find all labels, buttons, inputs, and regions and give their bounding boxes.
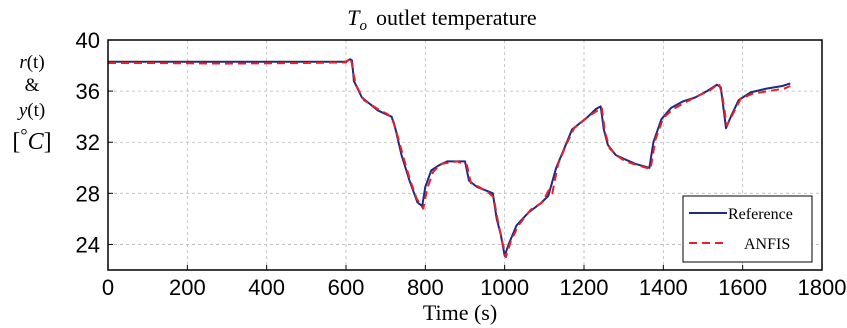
- x-tick-label: 200: [169, 275, 206, 300]
- x-tick-label: 400: [248, 275, 285, 300]
- axis-ticks: 0 200 400 600 800 1000 1200 1400 1600 1800 24 28 32 3…: [76, 28, 847, 300]
- ylabel-bracket-open: [: [12, 129, 20, 155]
- x-tick-label: 1400: [639, 275, 688, 300]
- y-axis-label: r(t) & y(t) [°C]: [12, 52, 51, 155]
- ylabel-line3: y(t): [17, 100, 45, 121]
- ylabel-y-rest: (t): [27, 100, 45, 121]
- ylabel-r-rest: (t): [27, 52, 45, 73]
- y-tick-label: 32: [76, 130, 100, 155]
- title-symbol: T: [347, 5, 361, 30]
- ylabel-unit: C: [28, 129, 45, 155]
- x-tick-label: 0: [102, 275, 114, 300]
- x-tick-label: 1200: [560, 275, 609, 300]
- ylabel-degree: °: [20, 125, 27, 145]
- x-tick-label: 1000: [480, 275, 529, 300]
- legend-box: [682, 195, 813, 263]
- series-line-anfis: [108, 56, 791, 259]
- ylabel-bracket-close: ]: [44, 129, 52, 155]
- x-tick-label: 1600: [718, 275, 767, 300]
- legend: Reference ANFIS: [682, 195, 813, 263]
- x-tick-label: 1800: [798, 275, 847, 300]
- title-subscript: o: [360, 18, 368, 34]
- title-text: outlet temperature: [376, 5, 537, 30]
- legend-anfis-label: ANFIS: [744, 236, 790, 253]
- chart-title: To outlet temperature: [347, 5, 536, 34]
- ylabel-y: y: [17, 100, 28, 121]
- series-layer: [108, 56, 791, 259]
- plot-frame: [107, 39, 823, 271]
- ylabel-line4: [°C]: [12, 125, 51, 155]
- ylabel-line1: r(t): [19, 52, 44, 73]
- x-axis-label: Time (s): [423, 300, 497, 325]
- y-tick-label: 36: [76, 79, 100, 104]
- legend-reference-label: Reference: [728, 206, 793, 223]
- y-tick-label: 40: [76, 28, 100, 53]
- ylabel-r: r: [19, 52, 27, 73]
- y-tick-label: 24: [76, 232, 100, 257]
- x-tick-label: 800: [407, 275, 444, 300]
- ylabel-line2: &: [25, 75, 40, 96]
- y-tick-label: 28: [76, 181, 100, 206]
- x-tick-label: 600: [328, 275, 365, 300]
